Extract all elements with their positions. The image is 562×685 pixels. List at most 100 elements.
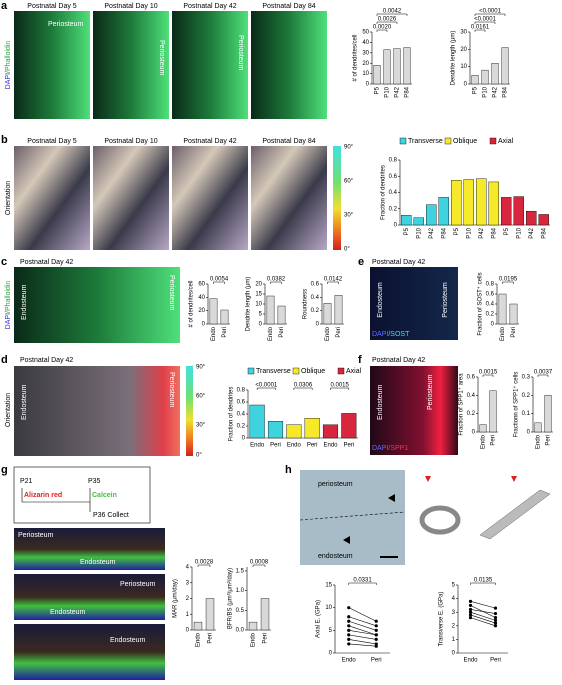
bar	[277, 305, 286, 325]
y-axis-label: Fraction of SOST⁺ cells	[477, 272, 484, 335]
significance-bracket	[470, 582, 496, 585]
micrograph	[370, 267, 458, 340]
p-value: 0.0195	[499, 277, 518, 283]
stain: /Phalloidin	[5, 281, 12, 313]
stain-label: DAPI/SPP1	[372, 445, 408, 452]
x-tick-label: P42	[429, 227, 435, 238]
point	[347, 637, 351, 642]
y-tick-label: 0.8	[237, 388, 246, 394]
image-title: Postnatal Day 10	[104, 138, 157, 145]
image-title: Postnatal Day 10	[104, 3, 157, 10]
y-axis-label: Fraction of dendrites	[229, 387, 235, 442]
panel-h: h periosteum endosteum	[285, 464, 551, 565]
x-tick-label: Peri	[491, 435, 497, 446]
significance-bracket	[213, 281, 225, 284]
image-title: Postnatal Day 5	[27, 138, 77, 145]
timepoint: P36 Collect	[93, 512, 129, 519]
bar	[538, 214, 549, 226]
bar	[383, 49, 391, 85]
x-tick-label: Endo	[250, 443, 265, 449]
p-value: 0.0042	[383, 9, 402, 15]
y-tick-label: 50	[362, 30, 369, 36]
panel-label: a	[1, 0, 8, 12]
y-tick-label: 0.6	[237, 400, 246, 406]
stain: /SOST	[388, 331, 410, 338]
micrograph	[93, 11, 169, 119]
micrograph	[370, 366, 458, 455]
y-tick-label: 0	[452, 651, 456, 657]
y-tick-label: 0.2	[522, 393, 531, 399]
significance-bracket	[252, 564, 266, 567]
point	[374, 637, 378, 642]
bar	[426, 204, 437, 226]
tissue-label: Periosteum	[120, 581, 156, 588]
y-tick-label: 0.5	[236, 608, 245, 614]
stain: DAPI	[372, 445, 388, 452]
colorbar-label: 0°	[196, 453, 202, 459]
colorbar	[333, 146, 341, 250]
x-tick-label: P5	[375, 86, 381, 94]
bar	[489, 390, 497, 433]
timepoint: P35	[88, 478, 101, 485]
y-tick-label: 5	[452, 583, 456, 589]
y-axis-label: Roundness	[303, 289, 309, 319]
x-tick-label: Endo	[268, 326, 274, 341]
image-title: Postnatal Day 5	[27, 3, 77, 10]
tissue-label: endosteum	[318, 553, 353, 560]
x-tick-label: Endo	[325, 326, 331, 341]
bar	[334, 295, 343, 325]
pair-line	[348, 625, 377, 636]
significance-bracket	[376, 13, 408, 16]
p-value: 0.0142	[324, 277, 343, 283]
side-label: Orientation	[5, 181, 12, 215]
p-value: 0.0008	[250, 560, 269, 566]
p-value: 0.0026	[378, 17, 397, 23]
x-tick-label: P42	[529, 227, 535, 238]
y-tick-label: 1.0	[236, 588, 245, 594]
x-tick-label: Peri	[490, 658, 501, 664]
x-tick-label: Endo	[463, 658, 478, 664]
legend-label: Transverse	[408, 138, 443, 145]
stain: DAPI	[5, 73, 12, 89]
legend-swatch	[444, 137, 452, 145]
stain-label: DAPI/SOST	[372, 331, 410, 338]
y-tick-label: 0.8	[486, 282, 495, 288]
colorbar-label: 30°	[196, 423, 206, 429]
tissue-label: Endosteum	[21, 384, 28, 420]
micrograph	[251, 146, 327, 250]
y-tick-label: 0.2	[467, 411, 476, 417]
pair-line	[470, 601, 496, 609]
bar	[341, 413, 357, 439]
y-axis-label: Dendrite length (μm)	[246, 277, 252, 332]
bar	[481, 69, 489, 85]
tissue-label: Periosteum	[442, 282, 449, 318]
point	[374, 619, 378, 623]
y-axis-label: Dendrite length (μm)	[451, 31, 457, 86]
panel-label: b	[1, 134, 8, 146]
y-tick-label: 0	[366, 82, 370, 88]
x-tick-label: Endo	[211, 326, 217, 341]
p-value: 0.0161	[471, 25, 490, 31]
bar	[249, 404, 265, 439]
colorbar-label: 30°	[344, 213, 354, 219]
significance-bracket	[330, 387, 350, 390]
stain-label: DAPI/Phalloidin	[5, 281, 12, 330]
tissue-label: Endosteum	[377, 384, 384, 420]
x-tick-label: Endo	[323, 443, 338, 449]
bar	[373, 65, 381, 85]
bar	[401, 215, 412, 226]
y-tick-label: 0	[259, 322, 263, 328]
micrograph	[300, 470, 405, 565]
y-axis-label: # of dendrites/cell	[353, 34, 359, 81]
divider	[299, 511, 406, 521]
legend-swatch	[292, 367, 300, 375]
p-value: 0.0306	[294, 383, 313, 389]
bar	[323, 303, 332, 325]
model-shape	[479, 489, 551, 540]
panel-b: b Postnatal Day 5 Postnatal Day 10 Postn…	[1, 134, 354, 253]
x-tick-label: P42	[395, 86, 401, 97]
x-tick-label: Peri	[208, 633, 214, 644]
stain: DAPI	[372, 331, 388, 338]
pair-line	[470, 611, 496, 621]
